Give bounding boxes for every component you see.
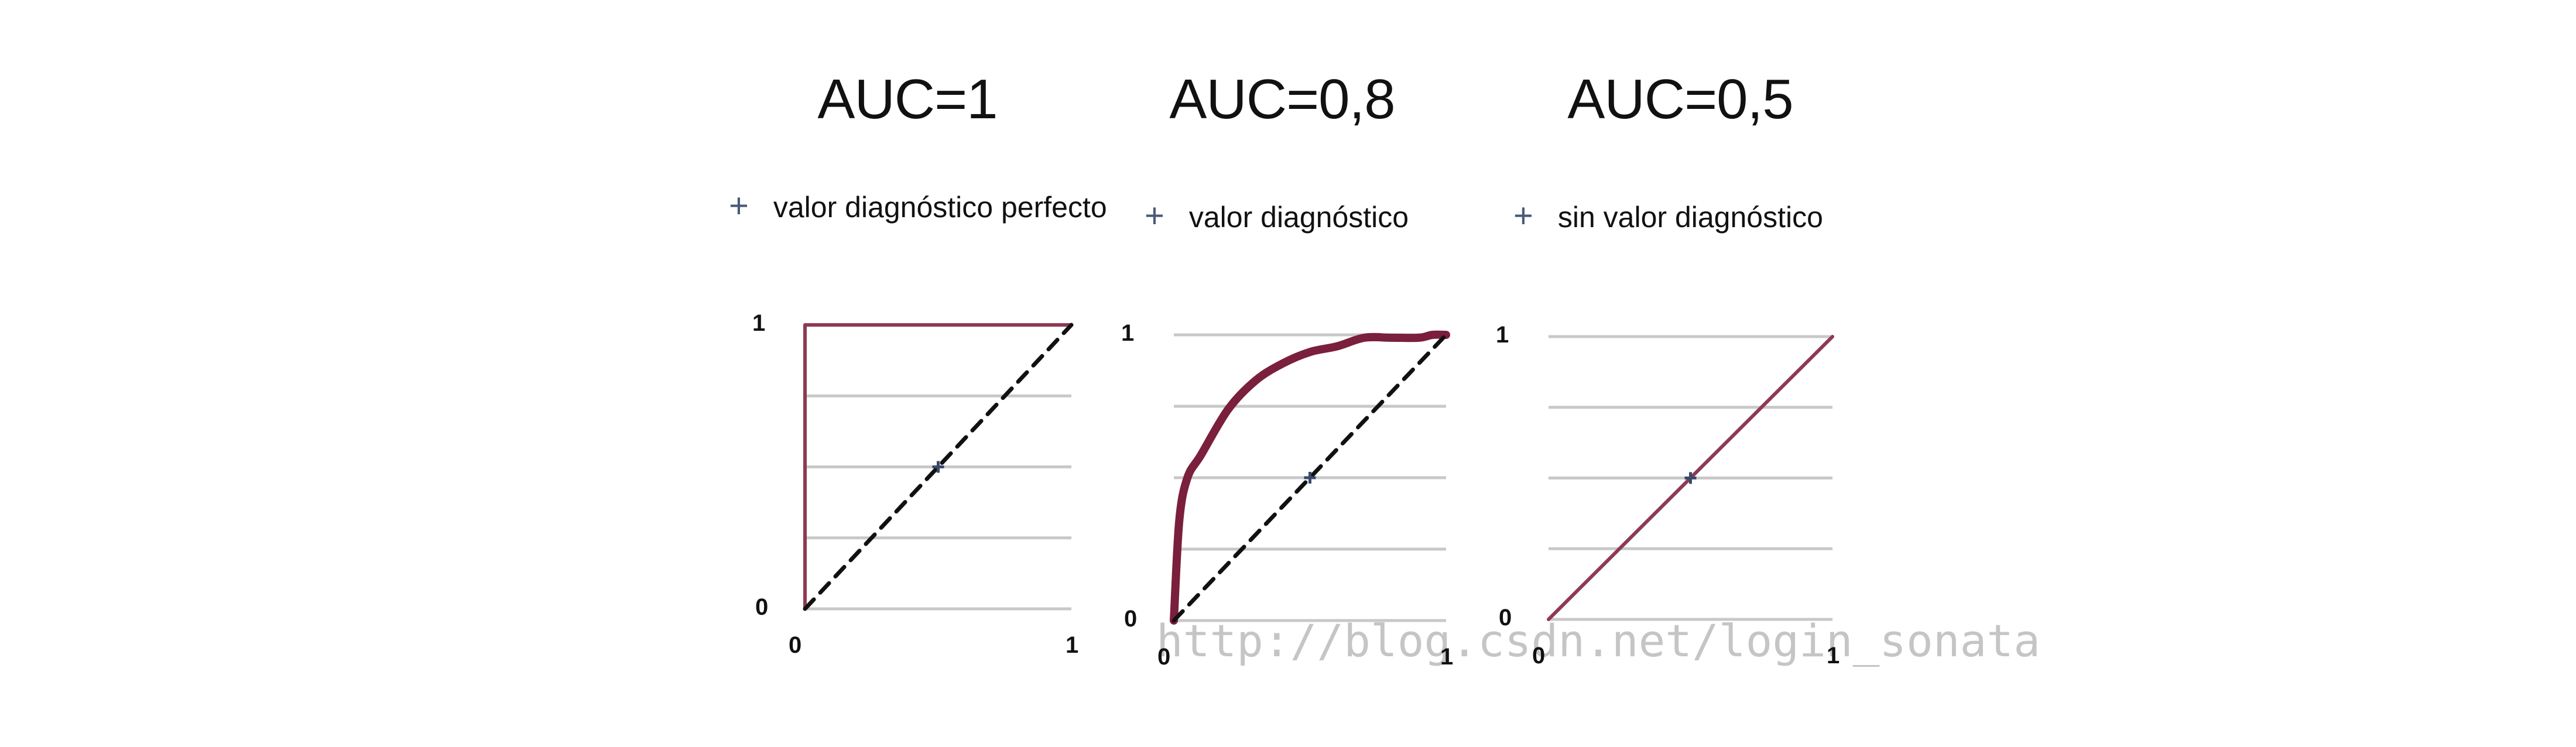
chart-3-x-tick-1: 1 xyxy=(1827,643,1840,669)
chart-3-y-tick-1: 1 xyxy=(1496,322,1509,348)
chart-1-x-tick-0: 0 xyxy=(789,632,802,658)
chart-2-midpoint-marker xyxy=(1304,472,1316,484)
chart-1-y-tick-0: 0 xyxy=(755,594,769,620)
plus-icon: + xyxy=(1513,197,1533,235)
plus-icon: + xyxy=(729,187,749,225)
chart-1-roc-curve xyxy=(803,323,1073,611)
chart-3-y-tick-0: 0 xyxy=(1499,605,1512,631)
chart-1-title: AUC=1 xyxy=(817,68,998,131)
chart-1-x-tick-1: 1 xyxy=(1066,632,1079,658)
chart-3-x-tick-0: 0 xyxy=(1532,643,1546,669)
chart-2-roc-curve xyxy=(1170,330,1450,625)
chart-1-diagonal-line xyxy=(803,323,1074,611)
chart-2-y-tick-1: 1 xyxy=(1121,320,1135,346)
chart-3-midpoint-marker xyxy=(1684,472,1697,484)
watermark-text: http://blog.csdn.net/login_sonata xyxy=(1156,615,2040,667)
chart-2-x-tick-1: 1 xyxy=(1440,644,1454,670)
chart-3-subtitle: + sin valor diagnóstico xyxy=(1513,196,1823,235)
chart-3-title: AUC=0,5 xyxy=(1567,68,1793,131)
chart-1-subtitle-text: valor diagnóstico perfecto xyxy=(773,191,1107,224)
chart-2-x-tick-0: 0 xyxy=(1157,644,1171,670)
chart-1-midpoint-marker xyxy=(932,461,944,473)
chart-1-subtitle: + valor diagnóstico perfecto xyxy=(729,186,1107,225)
chart-2-subtitle-text: valor diagnóstico xyxy=(1188,201,1409,234)
chart-2-y-tick-0: 0 xyxy=(1124,606,1138,632)
chart-2-diagonal-line xyxy=(1171,333,1448,623)
chart-3-subtitle-text: sin valor diagnóstico xyxy=(1557,201,1823,234)
plus-icon: + xyxy=(1145,197,1164,235)
chart-2-title: AUC=0,8 xyxy=(1169,68,1395,131)
chart-1-y-tick-1: 1 xyxy=(752,310,766,336)
chart-2-subtitle: + valor diagnóstico xyxy=(1145,196,1409,235)
